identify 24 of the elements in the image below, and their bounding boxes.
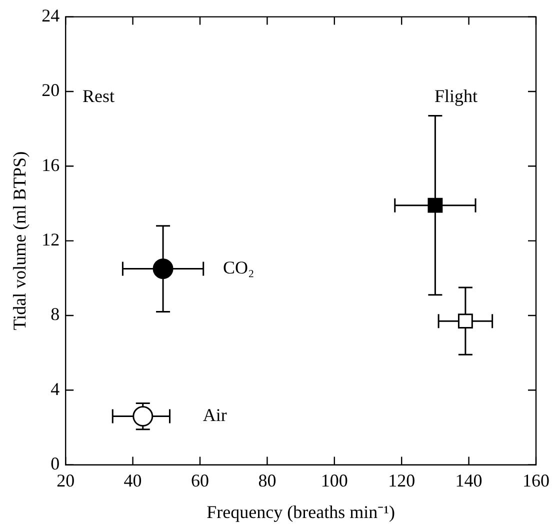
text: Air	[202, 405, 227, 425]
point	[458, 314, 473, 329]
y-tick-label: 4	[50, 378, 60, 399]
x-tick-label: 40	[124, 470, 142, 490]
y-axis-title: Tidal volume (ml BTPS)	[10, 151, 30, 330]
y-tick-label: 8	[50, 304, 60, 324]
x-tick-label: 120	[388, 470, 416, 490]
x-tick-label: 160	[522, 470, 550, 490]
point	[132, 406, 154, 427]
x-tick-label: 140	[455, 470, 482, 490]
y-tick-label: 0	[50, 454, 60, 474]
annotation: Flight	[434, 86, 478, 106]
y-tick-label: 12	[42, 230, 60, 250]
text: CO₂	[223, 258, 254, 278]
x-tick-label: 100	[320, 470, 348, 490]
x-tick-label: 60	[191, 470, 209, 490]
y-tick-label: 16	[42, 154, 60, 175]
point	[152, 258, 174, 280]
x-axis-title: Frequency (breaths min⁻¹)	[206, 502, 395, 522]
y-tick-label: 24	[42, 6, 60, 26]
annotation: Rest	[82, 86, 115, 106]
point	[428, 198, 443, 213]
x-tick-label: 80	[258, 470, 276, 490]
y-tick-label: 20	[42, 80, 60, 100]
